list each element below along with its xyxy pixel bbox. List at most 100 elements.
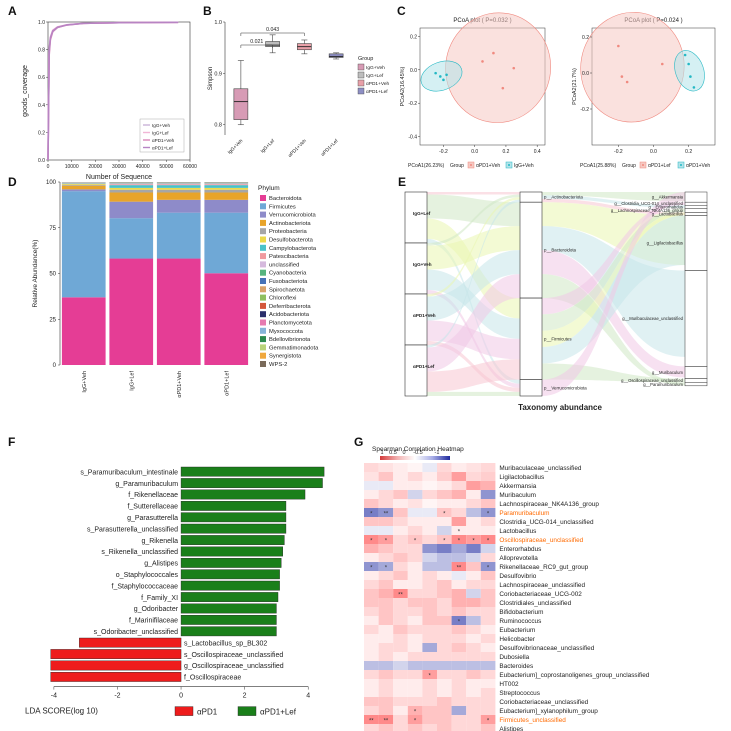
stack-segment (156, 199, 201, 213)
lda-bar (180, 603, 277, 614)
heatmap-cell (451, 634, 467, 643)
bar-label: f_Marinifilaceae (129, 618, 178, 625)
heatmap-cell (451, 544, 467, 553)
row-label: HT002 (499, 681, 519, 688)
bar-label: f_Staphylococcaceae (112, 583, 179, 590)
heatmap-cell (422, 562, 437, 571)
heatmap-cell (407, 508, 423, 517)
heatmap-cell (407, 706, 423, 715)
heatmap-title: Spearman Correlation Heatmap (372, 446, 464, 453)
heatmap-cell (407, 670, 423, 679)
heatmap-cell (393, 661, 408, 670)
significance-mark: * (458, 539, 461, 545)
legend-label: Patescibacteria (269, 254, 309, 260)
row-label: Coriobacteriaceae_unclassified (499, 699, 588, 706)
heatmap-cell (466, 580, 481, 589)
x-tick-label: 0.4 (534, 149, 541, 155)
heatmap-cell (393, 481, 408, 490)
group-node-label: αPD1+Lef (413, 364, 435, 369)
scale-label: 1 (380, 450, 383, 456)
heatmap-cell (466, 724, 481, 731)
row-label: Akkermansia (499, 483, 536, 490)
x-tick-label: αPD1+Veh (287, 138, 308, 159)
heatmap-cell (407, 589, 423, 598)
heatmap-cell (378, 589, 394, 598)
legend-label: IgG+Veh (366, 65, 385, 71)
heatmap-cell (437, 571, 452, 580)
heatmap-cell (393, 724, 408, 731)
data-point (625, 80, 629, 84)
x-tick-label: 4 (306, 693, 310, 700)
legend-swatch (357, 79, 365, 87)
x-tick-label: IgG+Veh (227, 138, 245, 156)
stack-segment (156, 185, 201, 188)
heatmap-cell (422, 634, 437, 643)
lda-bar (50, 672, 182, 682)
heatmap-cell (437, 562, 452, 571)
significance-mark: * (414, 710, 417, 716)
genus-node-label: g__Enterorhabdus (649, 204, 683, 209)
heatmap-cell (437, 670, 452, 679)
sankey-flow (427, 250, 520, 321)
lda-bar (79, 637, 182, 648)
legend-label: Myxococcota (269, 329, 304, 335)
heatmap-cell (422, 697, 437, 706)
series-line (47, 21, 179, 161)
legend-swatch (260, 336, 266, 343)
legend-label: Acidobacteriota (269, 312, 310, 318)
x-tick-label: 30000 (112, 164, 126, 170)
data-point (512, 66, 516, 70)
legend-label: Fusobacteriota (269, 279, 308, 285)
legend-swatch (357, 87, 365, 95)
group-node-label: IgG+Veh (413, 262, 432, 267)
heatmap-cell (466, 535, 481, 544)
heatmap-cell (466, 499, 481, 508)
heatmap-cell (378, 517, 394, 526)
legend-label: WPS-2 (269, 362, 287, 368)
heatmap-cell (407, 526, 423, 535)
x-tick-label: αPD1+Veh (177, 371, 183, 398)
significance-mark: ** (384, 512, 389, 518)
legend-label: αPD1+Lef (648, 163, 671, 169)
bar-label: g_Alistipes (144, 561, 178, 568)
data-point (442, 78, 445, 82)
heatmap-cell (378, 499, 394, 508)
stack-segment (204, 187, 249, 190)
legend-label: IgG+Veh (514, 163, 534, 169)
stack-segment (156, 183, 201, 185)
lda-bar (180, 501, 287, 511)
heatmap-cell (451, 697, 467, 706)
heatmap-cell (466, 526, 481, 535)
heatmap-cell (407, 715, 423, 724)
x-tick-label: 10000 (65, 164, 79, 170)
legend-dot (470, 164, 472, 166)
heatmap-cell (364, 634, 379, 643)
heatmap-cell (480, 697, 496, 706)
heatmap-cell (378, 544, 394, 553)
stack-segment (61, 184, 106, 186)
sankey-flow (427, 194, 520, 246)
significance-mark: * (443, 539, 446, 545)
comparison-bracket (240, 32, 305, 36)
row-label: Eubacterium]_xylanophilum_group (499, 708, 598, 715)
sankey-flow (542, 212, 685, 348)
heatmap-cell (407, 571, 423, 580)
y-tick-label: 0.2 (38, 130, 45, 136)
heatmap-cell (451, 625, 467, 634)
heatmap-cell (437, 508, 452, 517)
genus-node-label: g__Clostridia_UCG-014_unclassified (614, 201, 683, 206)
x-tick-label: 0.2 (685, 149, 692, 155)
heatmap-cell (393, 670, 408, 679)
heatmap-cell (466, 589, 481, 598)
heatmap-cell (466, 508, 481, 517)
heatmap-cell (393, 526, 408, 535)
genus-node-label: g__Lachnospiraceae_NK4A136_group (611, 208, 684, 213)
heatmap-cell (437, 535, 452, 544)
heatmap-cell (422, 580, 437, 589)
significance-mark: * (443, 512, 446, 518)
confidence-ellipse (674, 50, 705, 92)
row-label: Clostridiales_unclassified (499, 600, 571, 607)
sankey-node (684, 191, 708, 203)
x-tick-label: IgG+Veh (82, 371, 88, 393)
